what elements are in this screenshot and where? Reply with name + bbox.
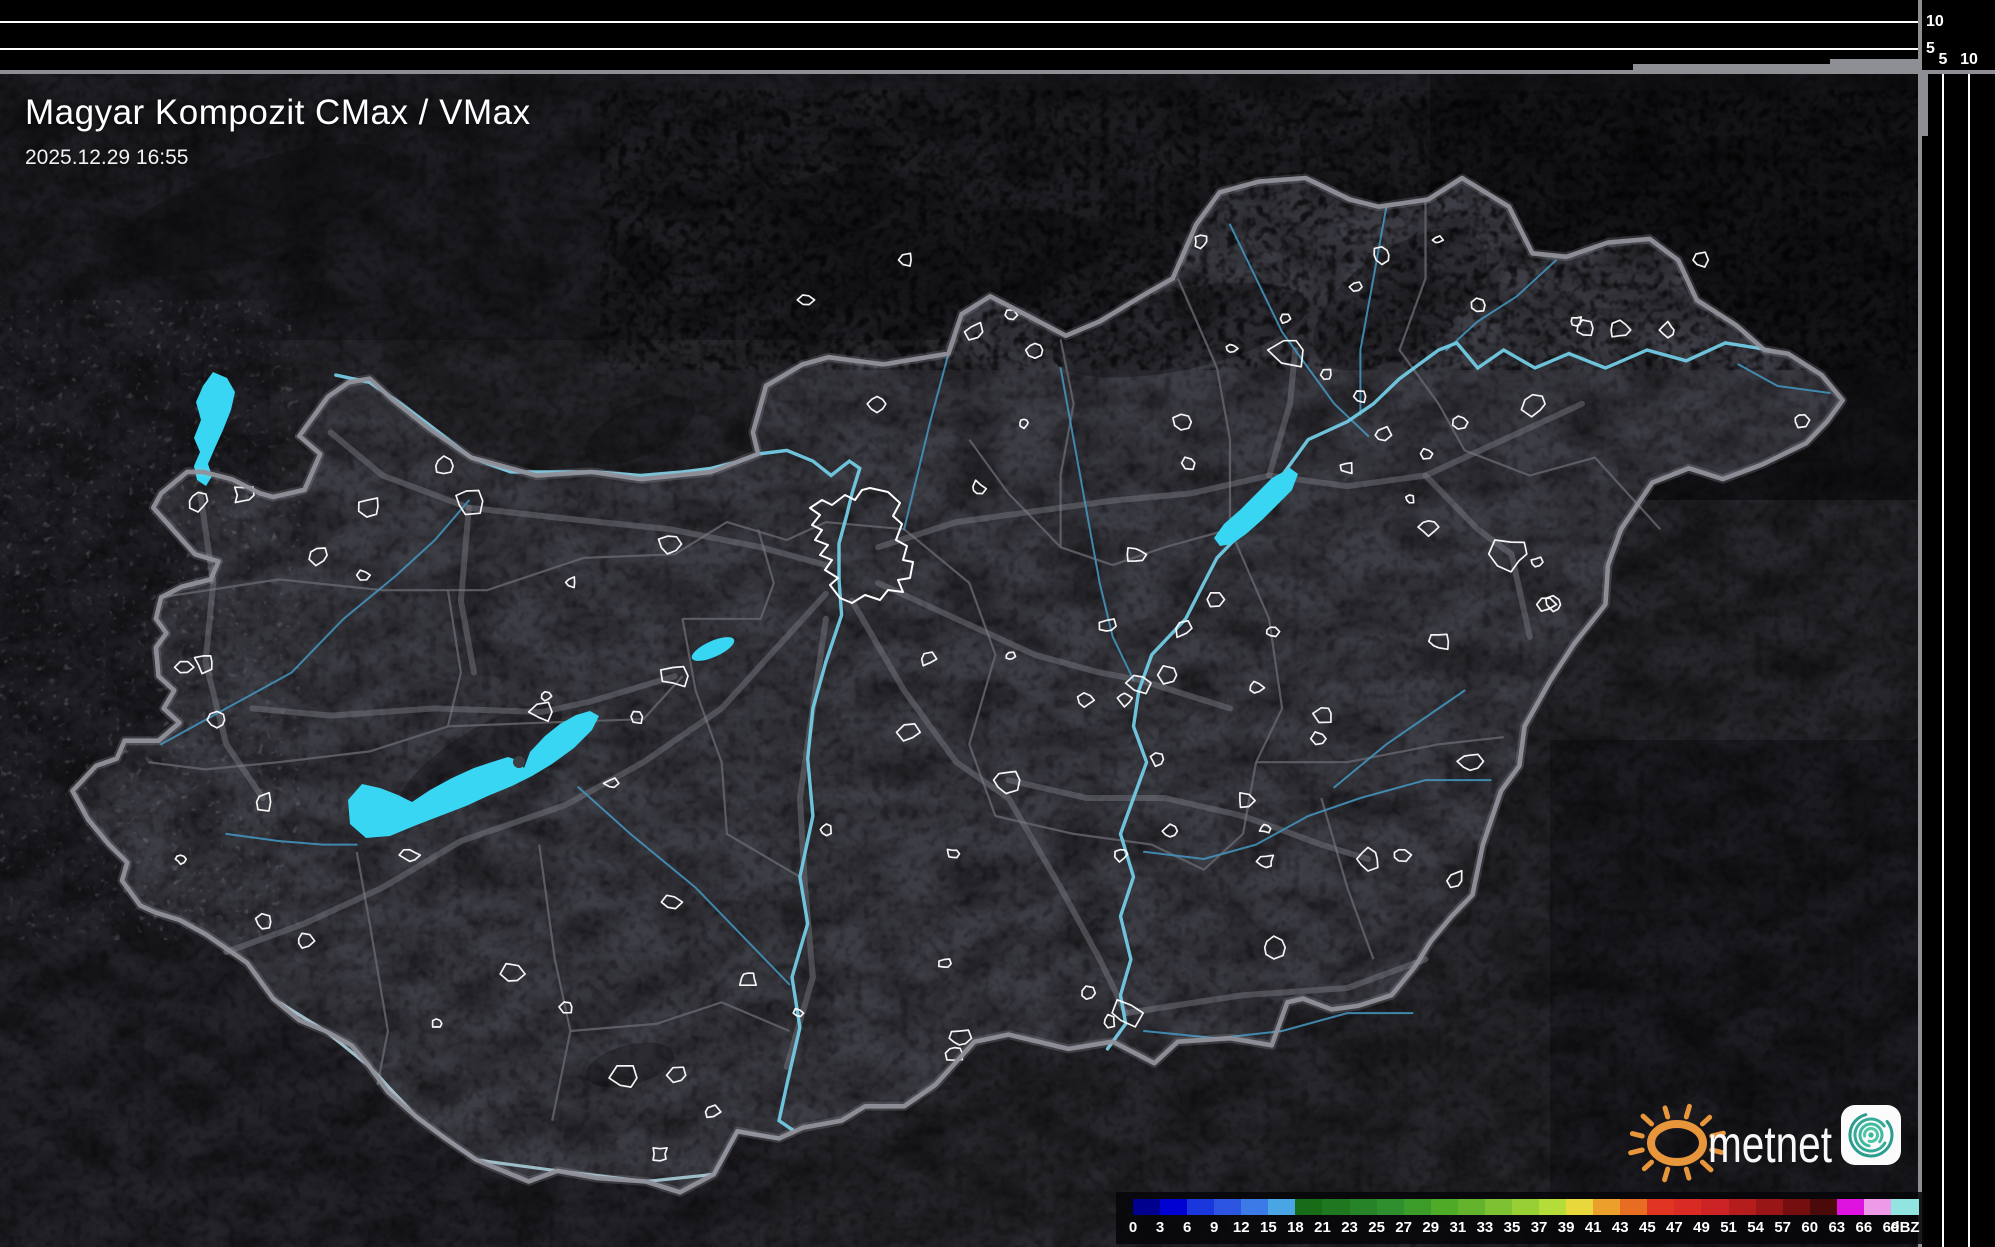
colorbar-tick-label: 3 — [1155, 1219, 1165, 1236]
colorbar-tick-label: 63 — [1828, 1219, 1846, 1236]
colorbar-unit-label: dBZ — [1890, 1219, 1920, 1236]
colorbar-tick-label: 9 — [1210, 1219, 1219, 1236]
colorbar-segment — [1539, 1199, 1567, 1215]
colorbar-tick-label: 31 — [1449, 1219, 1467, 1236]
colorbar-tick-label: 51 — [1720, 1219, 1737, 1236]
colorbar-tick-label: 15 — [1260, 1219, 1277, 1236]
colorbar-segment — [1160, 1199, 1188, 1215]
colorbar-segment — [1457, 1199, 1486, 1215]
colorbar-segment — [1322, 1199, 1351, 1215]
terrain-basemap — [0, 70, 1920, 1247]
metnet-wordmark: metnet — [1708, 1116, 1832, 1174]
colorbar-segment — [1566, 1199, 1594, 1215]
colorbar-tick-label: 60 — [1801, 1219, 1819, 1236]
colorbar-tick-label: 23 — [1341, 1219, 1358, 1236]
colorbar-tick-label: 27 — [1395, 1219, 1413, 1236]
colorbar-segment — [1593, 1199, 1621, 1215]
colorbar-segment — [1701, 1199, 1730, 1215]
colorbar-tick-label: 6 — [1182, 1219, 1192, 1236]
top-panel-tick-5: 5 — [1926, 40, 1935, 57]
colorbar-tick-label: 33 — [1476, 1219, 1494, 1236]
colorbar-segment — [1728, 1199, 1757, 1215]
product-timestamp: 2025.12.29 16:55 — [25, 145, 189, 169]
colorbar-tick-label: 39 — [1557, 1219, 1575, 1236]
colorbar-segment — [1755, 1199, 1784, 1215]
colorbar-segment — [1295, 1199, 1324, 1215]
colorbar-tick-label: 66 — [1855, 1219, 1873, 1236]
metnet-logo: metnet — [1628, 1103, 1901, 1183]
colorbar-segment — [1511, 1199, 1540, 1215]
colorbar-segment — [1133, 1199, 1161, 1215]
colorbar-segment — [1863, 1199, 1892, 1215]
colorbar-segment — [1268, 1199, 1296, 1215]
colorbar-tick-label: 41 — [1584, 1219, 1602, 1236]
colorbar-tick-label: 47 — [1666, 1219, 1683, 1236]
colorbar-tick-label: 57 — [1774, 1219, 1792, 1236]
product-title: Magyar Kompozit CMax / VMax — [25, 93, 531, 132]
top-panel-tick-10: 10 — [1926, 13, 1944, 30]
colorbar-segment — [1376, 1199, 1405, 1215]
colorbar-tick-label: 25 — [1368, 1219, 1385, 1236]
colorbar-tick-label: 69 — [1882, 1219, 1900, 1236]
metnet-app-icon-swirl — [1848, 1112, 1894, 1158]
colorbar-segment — [1620, 1199, 1648, 1215]
colorbar-tick-label: 35 — [1503, 1219, 1521, 1236]
colorbar-tick-label: 49 — [1693, 1219, 1710, 1236]
right-panel-tick-5: 5 — [1938, 51, 1948, 68]
colorbar-tick-label: 45 — [1638, 1219, 1656, 1236]
colorbar-tick-label: 12 — [1232, 1219, 1250, 1236]
colorbar-tick-label: 18 — [1287, 1219, 1304, 1236]
colorbar-segment — [1187, 1199, 1215, 1215]
county-borders — [147, 199, 1662, 1121]
colorbar-segment — [1809, 1199, 1838, 1215]
colorbar-segment — [1782, 1199, 1811, 1215]
colorbar-segment — [1484, 1199, 1513, 1215]
colorbar-segment — [1836, 1199, 1865, 1215]
colorbar-tick-label: 54 — [1747, 1219, 1764, 1236]
sun-icon — [1628, 1103, 1726, 1183]
colorbar-segment — [1349, 1199, 1378, 1215]
product-header: Magyar Kompozit CMax / VMax 2025.12.29 1… — [25, 93, 531, 170]
colorbar-tick-label: 29 — [1422, 1219, 1440, 1236]
colorbar-segment — [1430, 1199, 1459, 1215]
colorbar-segment — [1214, 1199, 1242, 1215]
colorbar-segment — [1674, 1199, 1703, 1215]
reflectivity-colorbar: 0 3 6 9 12 15 18 21 23 25 27 29 31 33 35 37 39 41 43 45 47 49… — [1116, 1192, 1924, 1244]
sun-icon-ring — [1647, 1120, 1707, 1166]
lakes — [194, 372, 1298, 838]
colorbar-tick-label: 0 — [1128, 1219, 1138, 1236]
right-panel-tick-10: 10 — [1960, 51, 1978, 68]
main-roads — [197, 347, 1585, 1070]
colorbar-tick-label: 21 — [1314, 1219, 1331, 1236]
colorbar-segment — [1241, 1199, 1269, 1215]
colorbar-segment — [1403, 1199, 1432, 1215]
country-border — [68, 173, 1848, 1197]
colorbar-segment — [1890, 1199, 1919, 1215]
colorbar-tick-label: 43 — [1611, 1219, 1629, 1236]
colorbar-segment — [1647, 1199, 1675, 1215]
colorbar-tick-label: 37 — [1530, 1219, 1548, 1236]
